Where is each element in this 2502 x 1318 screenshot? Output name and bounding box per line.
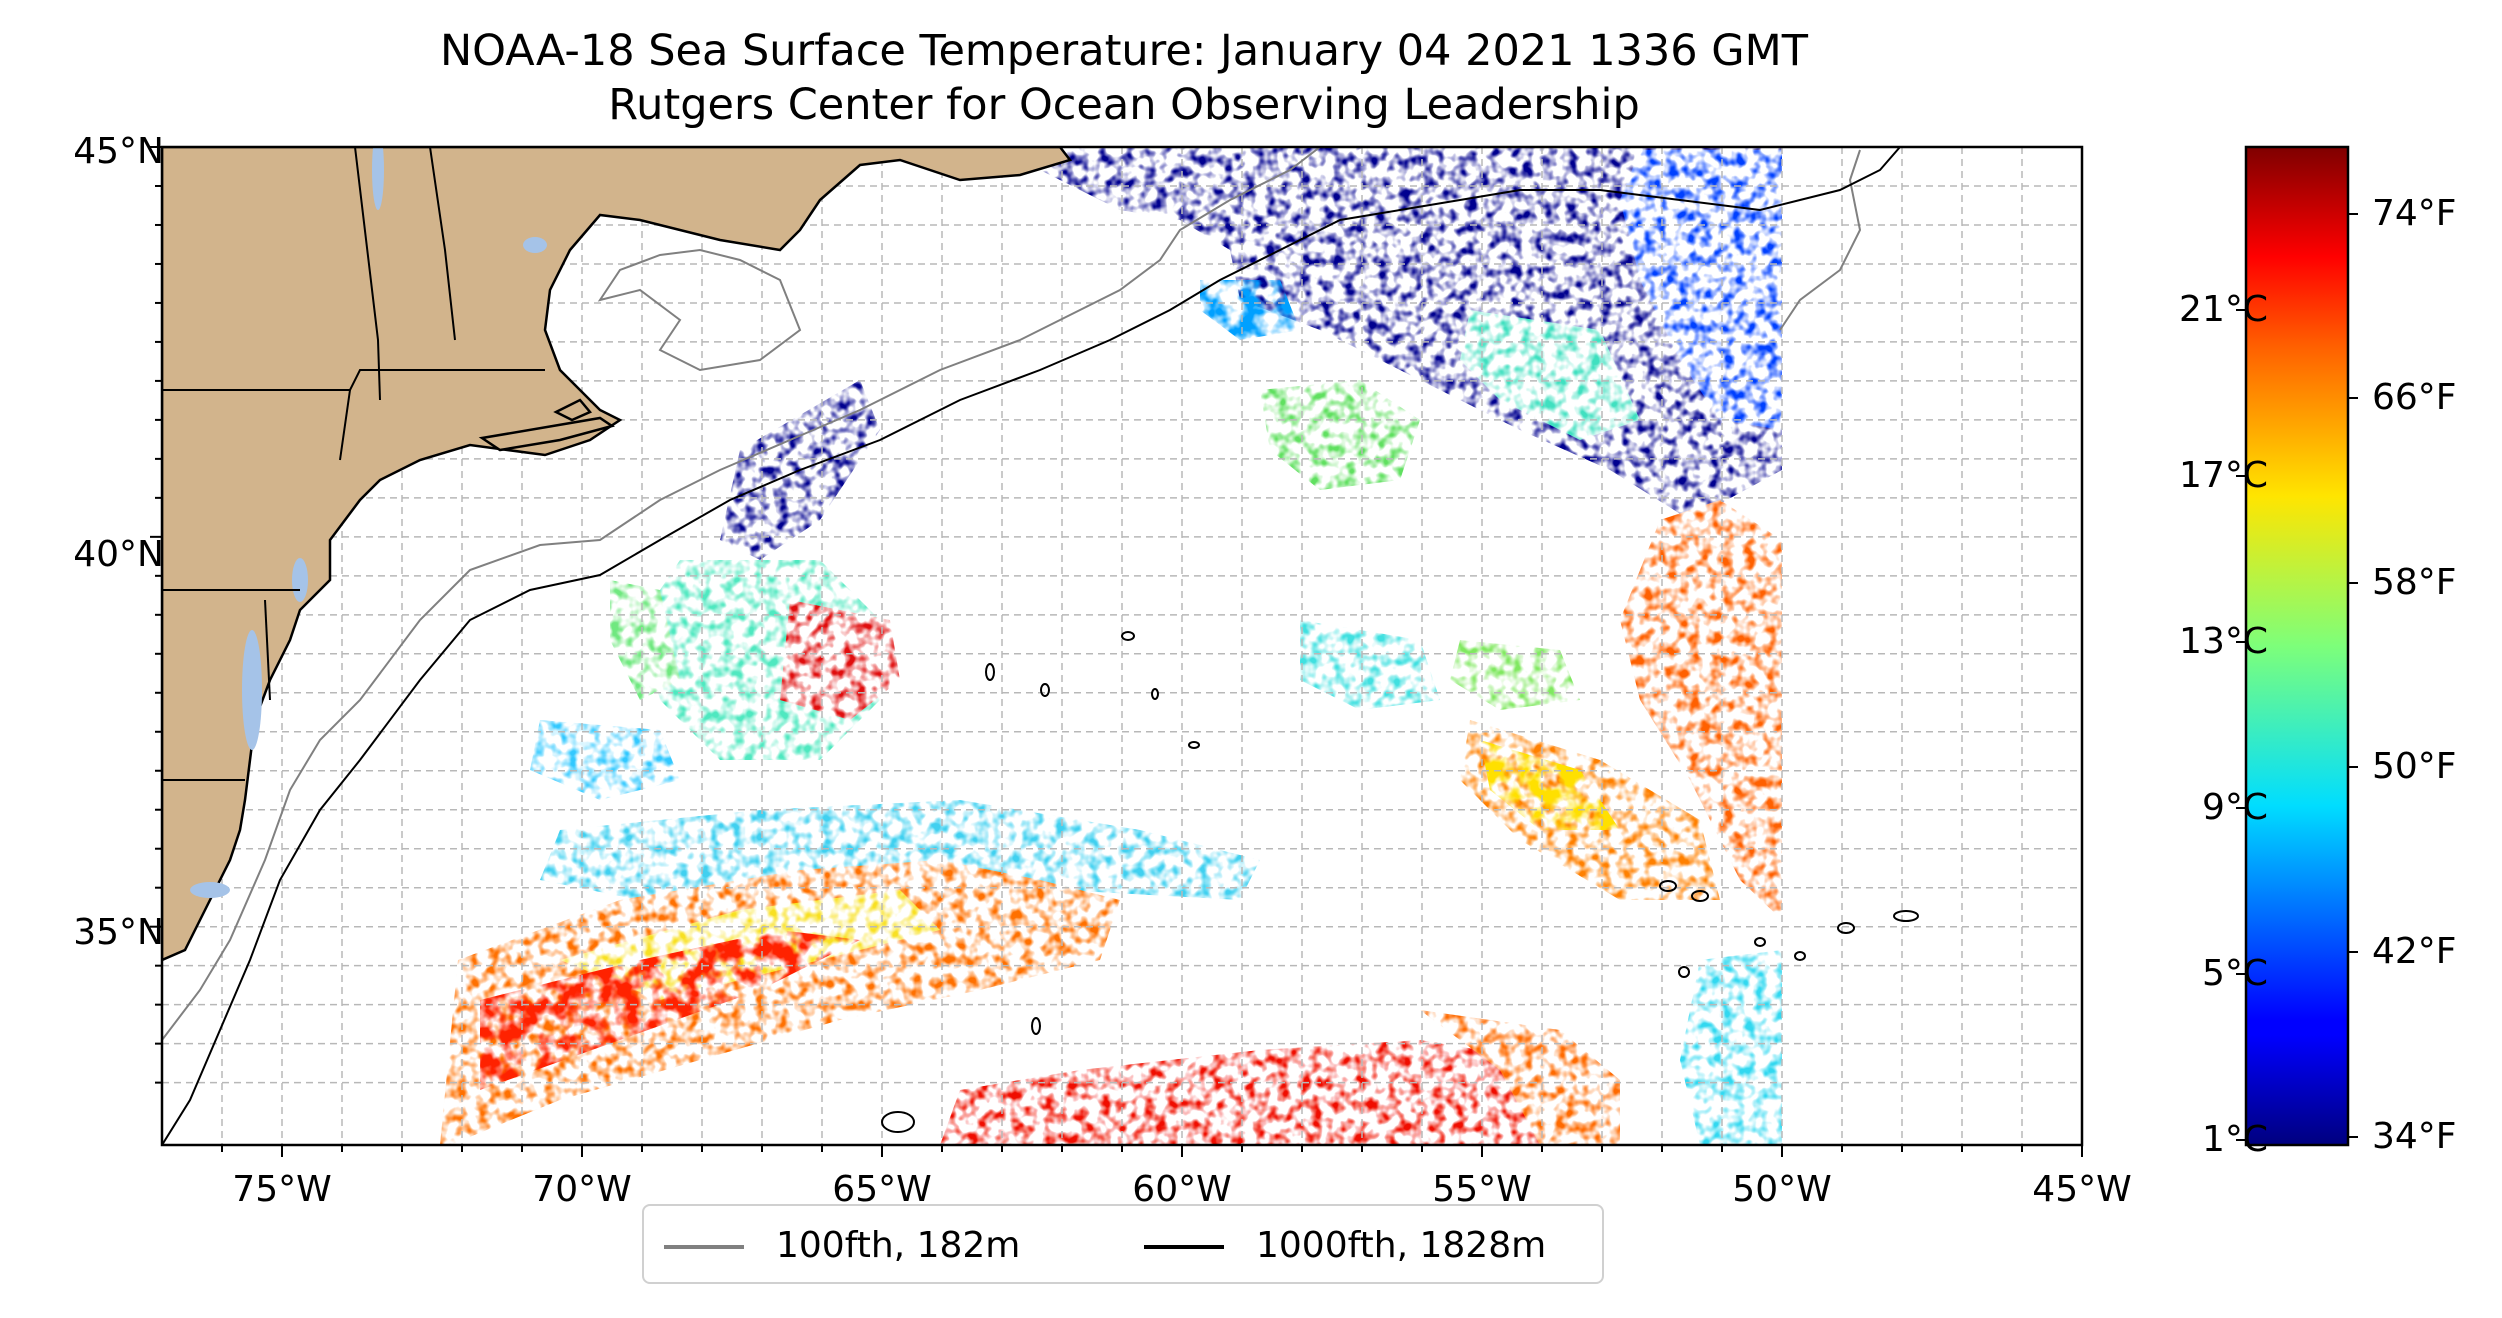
colorbar-label-f: 34°F [2372,1116,2457,1157]
contour-100fth [162,147,1321,1041]
colorbar-label-f: 74°F [2372,193,2457,234]
legend-line-gray [664,1245,744,1249]
sst-data-overlay [480,280,1620,1090]
colorbar-label-c: 1°C [2201,1119,2268,1160]
colorbar-label-c: 17°C [2179,455,2268,496]
colorbar-label-c: 5°C [2201,953,2268,994]
lake-champlain [372,147,384,210]
sst-patch-west-green [610,580,680,700]
bathymetry-contours [162,147,1901,1145]
sst-patch-east-orange [1620,500,1782,920]
lon-label: 50°W [1732,1169,1832,1210]
colorbar-label-c: 9°C [2201,787,2268,828]
seamounts [881,631,1919,1133]
map-title: NOAA-18 Sea Surface Temperature: January… [440,26,1808,76]
lon-label: 55°W [1432,1169,1532,1210]
legend-label: 1000fth, 1828m [1256,1225,1547,1266]
land-east-coast [162,147,1073,962]
state-borders [162,147,545,781]
gridlines [162,147,2082,1145]
lon-label: 45°W [2032,1169,2132,1210]
colorbar-label-f: 50°F [2372,746,2457,787]
lat-label: 35°N [73,912,164,953]
lon-label: 60°W [1132,1169,1232,1210]
lat-label: 45°N [73,131,164,172]
colorbar-label-c: 13°C [2179,621,2268,662]
sst-patch-mid-cyan [1300,620,1440,710]
lat-label: 40°N [73,534,164,575]
contour-100fth-nova-scotia [1779,149,1862,331]
legend-line-black [1144,1245,1224,1249]
sst-patch-gulfstream-orange [440,860,1120,1145]
chesapeake-bay [242,630,262,750]
colorbar-label-f: 42°F [2372,931,2457,972]
sst-patch-band-cyan [540,800,1260,900]
sst-patch-east-yellow [1480,740,1620,830]
albemarle-sound [190,882,230,898]
colorbar-label-c: 21°C [2179,289,2268,330]
map-subtitle: Rutgers Center for Ocean Observing Leade… [608,80,1640,130]
lon-label: 65°W [832,1169,932,1210]
contour-1000fth [162,147,1901,1145]
lake-winnipesaukee [523,237,547,253]
sst-patch-east-cyan [1680,950,1782,1145]
colorbar-label-f: 66°F [2372,377,2457,418]
colorbar-gradient [2244,145,2350,1147]
land [162,147,1073,962]
legend: 100fth, 182m 1000fth, 1828m [642,1204,1604,1284]
sst-patch-south-red [940,1040,1560,1145]
land-cape-cod [553,398,593,422]
sst-patch-ring-red [780,600,900,720]
delaware-bay [292,558,308,602]
contour-100fth-gulf-maine [597,248,802,372]
sst-patch-georges-green [1260,380,1420,490]
lon-label: 70°W [532,1169,632,1210]
land-long-island [478,416,615,452]
sst-patch-north-lightblue [1200,280,1300,340]
colorbar-label-f: 58°F [2372,562,2457,603]
axis-ticks [150,146,2083,1157]
sst-patch-gulfstream-red [480,930,860,1090]
colorbar-ticks [2236,213,2358,1141]
legend-label: 100fth, 182m [776,1225,1021,1266]
lon-label: 75°W [232,1169,332,1210]
sst-patch-north-blue [1620,150,1782,430]
